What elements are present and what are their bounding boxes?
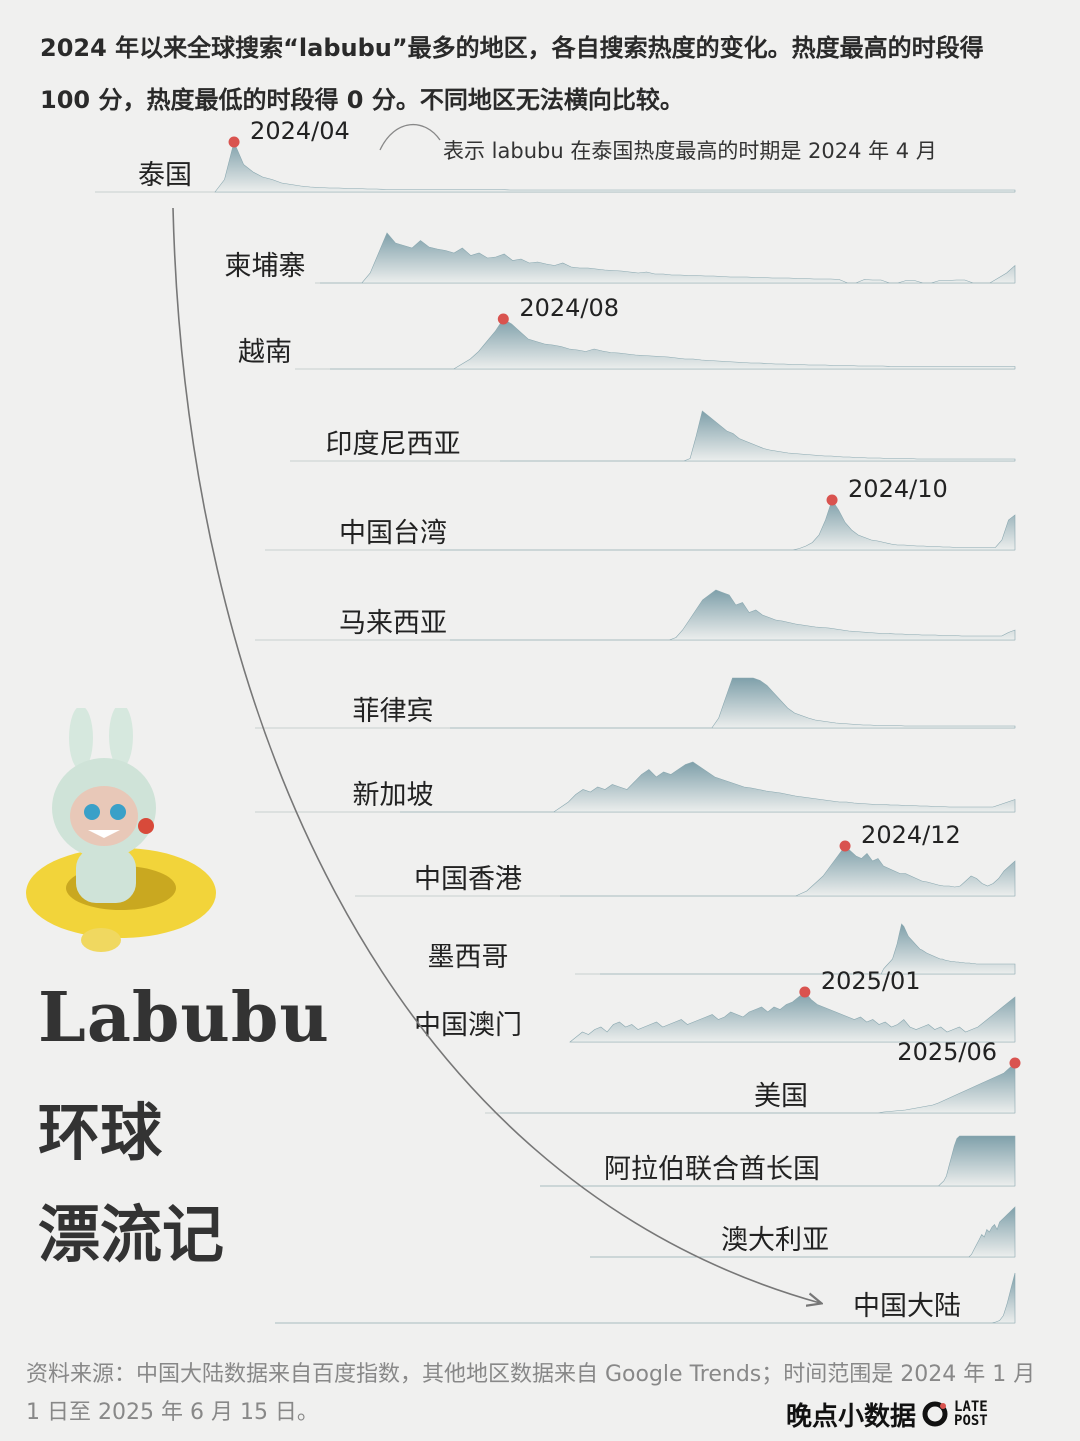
region-label: 菲律宾 — [353, 696, 434, 727]
peak-date-label: 2024/08 — [519, 294, 619, 322]
annotation-arc — [380, 125, 440, 150]
peak-date-label: 2025/06 — [897, 1038, 997, 1066]
region-label: 柬埔寨 — [225, 251, 306, 282]
series-area-1 — [320, 233, 1015, 283]
peak-date-label: 2024/10 — [848, 475, 948, 503]
series-area-4 — [440, 500, 1015, 550]
series-area-8 — [560, 846, 1015, 896]
region-label: 越南 — [238, 337, 292, 368]
region-label: 美国 — [754, 1081, 808, 1112]
series-area-9 — [600, 924, 1015, 974]
title-line-1: 环球 — [38, 1082, 162, 1172]
brand-logo: 晚点小数据 LATE POST — [786, 1396, 988, 1432]
title-line-2: 漂流记 — [38, 1184, 224, 1274]
region-label: 中国香港 — [414, 864, 522, 895]
peak-dot — [1010, 1058, 1021, 1069]
peak-dot — [498, 314, 509, 325]
title-labubu: Labubu — [38, 978, 330, 1058]
journey-curve — [173, 208, 820, 1303]
logo-text: 晚点小数据 — [786, 1396, 916, 1433]
peak-date-label: 2025/01 — [821, 967, 921, 995]
region-label: 墨西哥 — [428, 942, 509, 973]
peak-dot — [827, 495, 838, 506]
peak-dot — [229, 137, 240, 148]
region-label: 印度尼西亚 — [326, 429, 461, 460]
series-area-2 — [330, 319, 1015, 369]
peak-dot — [799, 987, 810, 998]
logo-latepost: LATE POST — [954, 1400, 988, 1428]
series-area-10 — [570, 992, 1015, 1042]
region-label: 中国台湾 — [339, 518, 447, 549]
region-label: 中国澳门 — [414, 1010, 522, 1041]
series-area-5 — [450, 590, 1015, 640]
region-label: 泰国 — [138, 160, 192, 191]
region-label: 马来西亚 — [339, 608, 447, 639]
annotation-text: 表示 labubu 在泰国热度最高的时期是 2024 年 4 月 — [443, 139, 937, 163]
series-area-7 — [400, 762, 1015, 812]
peak-date-label: 2024/04 — [250, 117, 350, 145]
peak-dot — [840, 841, 851, 852]
peak-date-label: 2024/12 — [861, 821, 961, 849]
series-area-3 — [500, 411, 1015, 461]
series-area-6 — [450, 678, 1015, 728]
region-label: 阿拉伯联合酋长国 — [604, 1154, 820, 1185]
labubu-toy-illustration — [26, 708, 226, 958]
logo-post: POST — [954, 1413, 988, 1429]
region-label: 澳大利亚 — [721, 1225, 829, 1256]
region-label: 新加坡 — [353, 780, 434, 811]
region-label: 中国大陆 — [853, 1291, 961, 1322]
logo-circle-icon — [922, 1401, 948, 1427]
